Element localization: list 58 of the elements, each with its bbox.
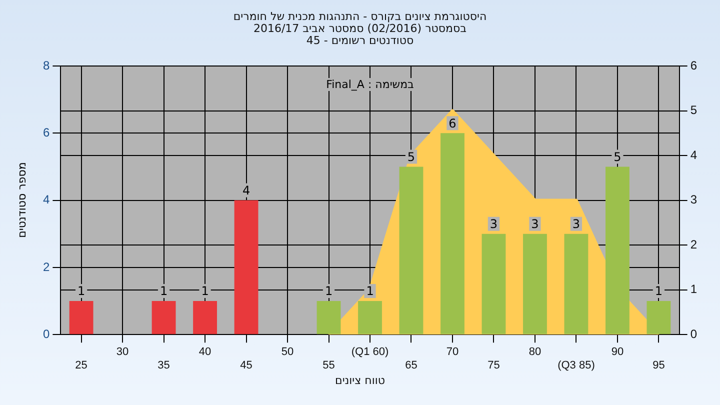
data-label: 1 (160, 284, 168, 298)
x-tick-label: 45 (240, 359, 252, 372)
bar (316, 301, 341, 334)
x-tick-label: 80 (528, 346, 542, 358)
bar (152, 301, 176, 334)
chart-title: היסטוגרמת ציונים בקורס - התנהגות מכנית של חומרים (232, 10, 488, 23)
x-tick-label: 25 (75, 359, 88, 372)
chart-subtitle: בסמסטר (02/2016) סמסטר אביב 2016/17 סטודנטים רשומים - 45 (252, 22, 468, 47)
data-label: 5 (614, 150, 622, 164)
data-label: 3 (531, 217, 539, 231)
y-tick-label: 4 (42, 192, 50, 207)
data-label: 1 (366, 284, 374, 298)
y2-tick-label: 1 (690, 282, 698, 296)
bar (606, 166, 630, 334)
y2-tick-label: 6 (690, 58, 698, 72)
bar (234, 200, 258, 334)
annotation: במשימה : Final_A (310, 78, 430, 91)
y2-tick-label: 4 (690, 148, 698, 162)
data-label: 1 (77, 284, 86, 298)
bar (482, 234, 506, 334)
data-label: 3 (572, 217, 580, 231)
y-tick-label: 0 (42, 326, 50, 341)
x-tick-label: 55 (322, 359, 335, 372)
x-tick-label: 65 (405, 359, 418, 372)
y-tick-label: 2 (42, 260, 50, 274)
bar (523, 234, 547, 334)
y-tick-label: 8 (42, 58, 50, 72)
x-tick-label: 70 (446, 346, 459, 358)
x-tick-label: 30 (116, 346, 129, 358)
x-tick-label: (Q3 85) (558, 359, 595, 372)
x-axis-title: טווח ציונים (334, 374, 386, 387)
x-tick-label: 90 (611, 346, 624, 358)
data-label: 1 (201, 284, 209, 298)
y-tick-label: 6 (42, 125, 50, 140)
data-label: 1 (654, 284, 663, 298)
bar (646, 301, 671, 334)
data-label: 1 (324, 284, 333, 298)
x-tick-label: 35 (158, 359, 170, 372)
bar (440, 133, 464, 334)
y-axis-title: מספר סטודנטים (16, 162, 28, 238)
bar (399, 166, 424, 334)
bar (564, 234, 588, 334)
x-tick-label: (Q1 60) (351, 346, 389, 358)
data-label: 6 (448, 116, 456, 130)
data-label: 3 (490, 217, 498, 231)
y2-tick-label: 0 (690, 326, 698, 341)
y2-tick-label: 2 (690, 237, 698, 252)
x-tick-label: 75 (488, 359, 500, 372)
bar (69, 301, 94, 334)
x-tick-label: 95 (652, 359, 665, 372)
y2-tick-label: 5 (690, 103, 698, 118)
data-label: 4 (242, 183, 250, 198)
bar (358, 301, 382, 334)
x-tick-label: 50 (281, 346, 294, 358)
y2-tick-label: 3 (690, 192, 698, 207)
data-label: 5 (407, 150, 416, 164)
x-tick-label: 40 (198, 346, 212, 358)
bar (193, 301, 217, 334)
